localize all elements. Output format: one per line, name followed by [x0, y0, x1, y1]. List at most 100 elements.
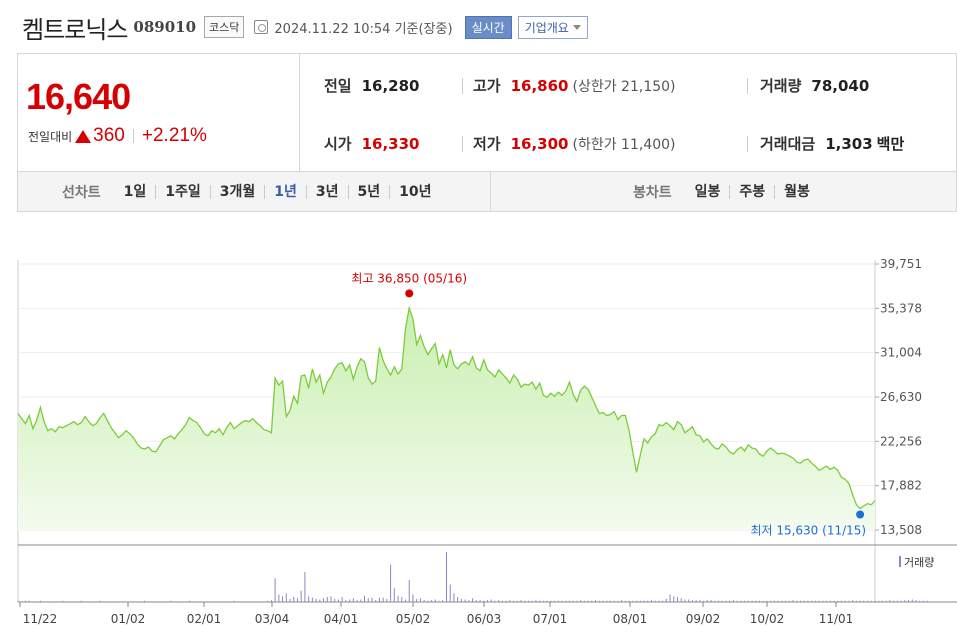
x-tick-label: 09/02: [686, 612, 721, 626]
low-price: 저가 16,300 (하한가 11,400): [473, 133, 676, 154]
volume-bar: [714, 600, 716, 602]
prev-close-label: 전일: [324, 77, 352, 95]
x-tick-label: 11/01: [819, 612, 854, 626]
volume-bar: [867, 600, 869, 602]
volume-bar: [669, 594, 671, 602]
volume-bar: [565, 600, 567, 602]
volume-label: 거래량: [760, 77, 802, 95]
volume-bar: [300, 590, 302, 602]
volume-bar: [632, 600, 634, 602]
volume-bar: [103, 601, 105, 602]
volume-bar: [520, 600, 522, 602]
tab-3m[interactable]: 3개월: [209, 184, 265, 199]
chart-tabs: 선차트 1일 1주일 3개월 1년 3년 5년 10년 봉차트 일봉 주봉 월봉: [17, 171, 957, 212]
volume-bar: [658, 600, 660, 602]
volume-bar: [434, 599, 436, 602]
tab-daily[interactable]: 일봉: [694, 183, 721, 200]
volume-bar: [479, 600, 481, 602]
current-price: 16,640: [26, 76, 131, 117]
volume-bar: [732, 600, 734, 602]
tab-weekly[interactable]: 주봉: [729, 184, 774, 199]
volume-bar: [554, 600, 556, 602]
volume-bar: [80, 600, 82, 602]
tab-1y[interactable]: 1년: [264, 184, 306, 199]
volume-bar: [673, 596, 675, 602]
volume-bar: [226, 601, 228, 602]
volume-bar: [92, 601, 94, 602]
volume-bar: [345, 600, 347, 602]
volume-bar: [51, 601, 53, 602]
low-value: 16,300: [510, 135, 569, 153]
tab-monthly[interactable]: 월봉: [774, 184, 819, 199]
company-info-dropdown[interactable]: 기업개요: [517, 15, 588, 39]
volume-bar: [576, 600, 578, 602]
volume-bar: [408, 580, 410, 602]
volume-bar: [203, 601, 205, 602]
volume-bar: [200, 601, 202, 602]
volume-bar: [438, 600, 440, 602]
price-box: 16,640 전일대비 360 +2.21% 전일 16,280 고가 16,8…: [17, 53, 957, 171]
volume-legend-label: 거래량: [904, 556, 934, 569]
volume-bar: [621, 600, 623, 602]
volume-bar: [736, 600, 738, 602]
volume-bar: [911, 599, 913, 602]
volume-bar: [155, 601, 157, 602]
volume-bar: [58, 601, 60, 602]
volume-bar: [159, 601, 161, 602]
volume-bar: [311, 597, 313, 602]
tab-5y[interactable]: 5년: [347, 184, 390, 199]
volume-bar: [706, 600, 708, 602]
volume-bar: [509, 600, 511, 602]
x-tick-label: 04/01: [324, 612, 359, 626]
tab-1w[interactable]: 1주일: [155, 184, 210, 199]
volume-bar: [628, 600, 630, 602]
volume-bar: [393, 588, 395, 602]
high-label: 고가: [473, 77, 501, 95]
tab-10y[interactable]: 10년: [389, 184, 440, 199]
volume-bar: [285, 593, 287, 602]
divider: [490, 172, 491, 211]
volume-bar: [896, 600, 898, 602]
volume-bar: [684, 599, 686, 602]
volume-bar: [591, 600, 593, 602]
volume-bar: [818, 600, 820, 602]
prev-close-value: 16,280: [361, 77, 420, 95]
divider: [747, 136, 748, 152]
divider: [462, 78, 463, 94]
volume-bar: [758, 600, 760, 602]
volume-bar: [88, 601, 90, 602]
tab-3y[interactable]: 3년: [305, 184, 348, 199]
volume-bar: [688, 599, 690, 602]
volume-bar: [609, 600, 611, 602]
volume-bar: [397, 595, 399, 602]
volume-bar: [833, 600, 835, 602]
tab-1d[interactable]: 1일: [123, 183, 147, 200]
volume-bar: [136, 601, 138, 602]
volume-bar: [147, 601, 149, 602]
volume-bar: [848, 600, 850, 602]
volume-bar: [654, 600, 656, 602]
volume-bar: [486, 600, 488, 602]
volume-bar: [229, 601, 231, 602]
price-area: [18, 308, 875, 530]
volume-bar: [613, 600, 615, 602]
volume-bar: [852, 600, 854, 602]
volume-bar: [222, 601, 224, 602]
chevron-down-icon: [572, 24, 581, 30]
volume-bar: [647, 600, 649, 602]
volume-bar: [278, 594, 280, 602]
volume-bar: [352, 598, 354, 602]
realtime-button[interactable]: 실시간: [464, 15, 512, 39]
volume-bar: [99, 600, 101, 602]
volume-bar: [364, 595, 366, 602]
volume-bar: [214, 601, 216, 602]
volume-bar: [677, 597, 679, 602]
volume-bar: [874, 600, 876, 602]
volume-bar: [662, 600, 664, 602]
volume-bar: [624, 600, 626, 602]
volume-bar: [744, 600, 746, 602]
volume-bar: [323, 598, 325, 602]
volume-bar: [21, 601, 23, 602]
volume-bar: [904, 600, 906, 602]
price-chart: 39,751 35,378 31,004 26,630 22,256 17,882 13,5…: [17, 257, 957, 626]
